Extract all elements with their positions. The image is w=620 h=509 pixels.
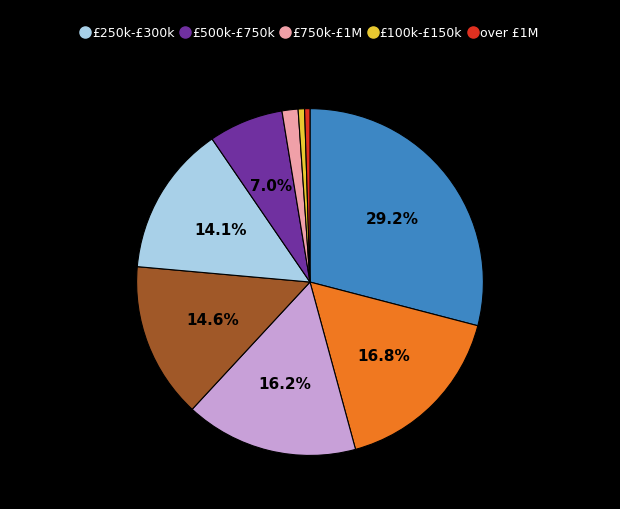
Wedge shape [282, 110, 310, 282]
Wedge shape [136, 267, 310, 409]
Text: 16.2%: 16.2% [259, 376, 312, 391]
Wedge shape [304, 109, 310, 282]
Wedge shape [212, 111, 310, 282]
Wedge shape [310, 282, 478, 449]
Text: 7.0%: 7.0% [250, 179, 293, 193]
Text: 14.1%: 14.1% [194, 222, 247, 238]
Wedge shape [137, 139, 310, 282]
Wedge shape [192, 282, 355, 456]
Text: 29.2%: 29.2% [366, 212, 419, 227]
Legend: £250k-£300k, £500k-£750k, £750k-£1M, £100k-£150k, over £1M: £250k-£300k, £500k-£750k, £750k-£1M, £10… [79, 25, 541, 43]
Text: 16.8%: 16.8% [358, 348, 410, 363]
Wedge shape [310, 109, 484, 326]
Wedge shape [298, 109, 310, 282]
Text: 14.6%: 14.6% [187, 313, 239, 327]
